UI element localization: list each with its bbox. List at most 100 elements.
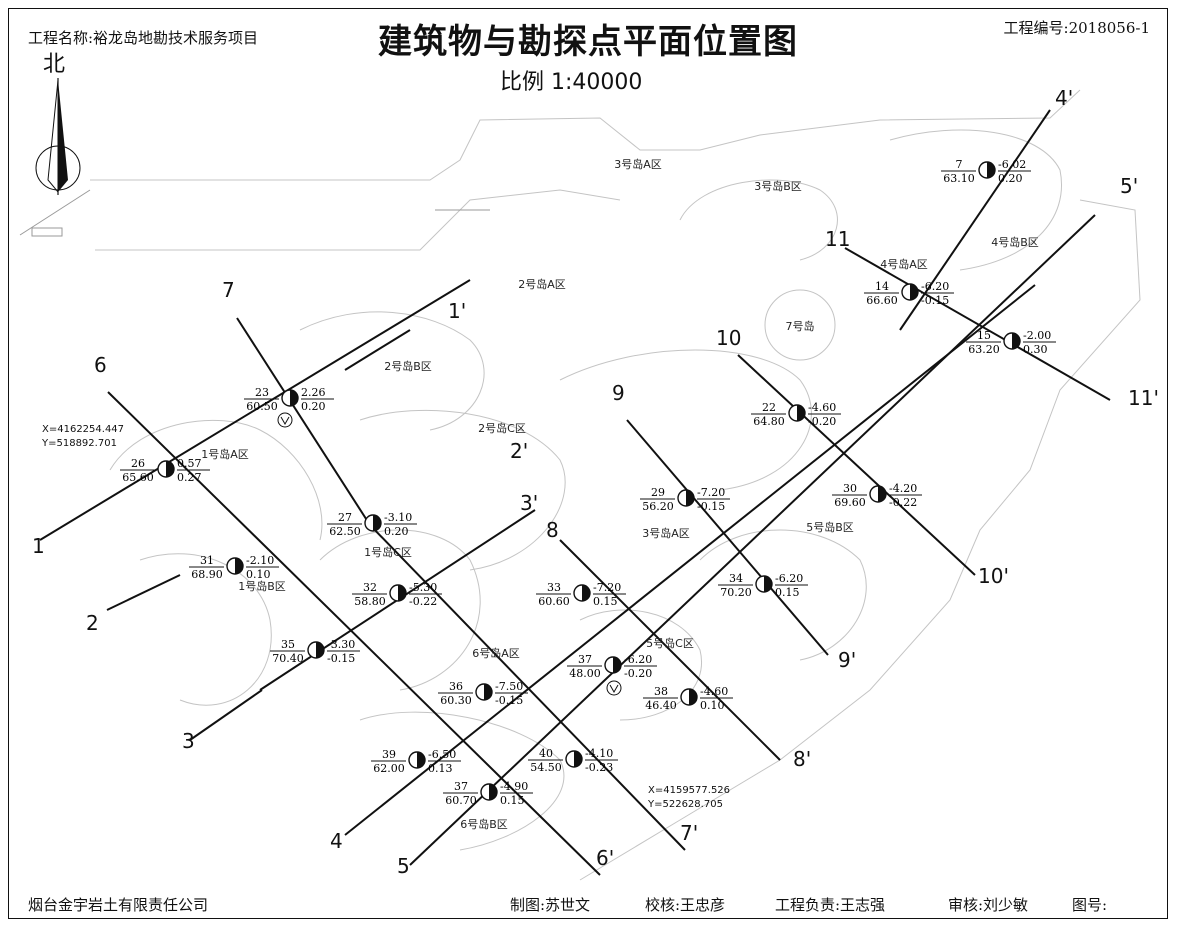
borehole-elevation: -6.50 [428,748,456,761]
borehole-fill [878,486,886,502]
borehole-fill [484,684,492,700]
borehole-id: 7 [956,158,963,171]
borehole-settlement: -0.15 [697,500,725,513]
section-label: 7' [680,821,698,845]
borehole[interactable]: 763.10 -6.020.20 [941,158,1031,185]
borehole-id: 32 [363,581,377,594]
drawing-number: 图号: [1072,896,1108,914]
borehole-fill [489,784,497,800]
borehole-settlement: -0.22 [889,496,917,509]
borehole-elevation: -7.50 [495,680,523,693]
borehole-id: 27 [338,511,352,524]
section-lines [39,109,1111,876]
borehole-elevation: 2.26 [301,386,326,399]
area-label: 4号岛B区 [991,235,1039,249]
borehole-fill [686,490,694,506]
section-label: 11 [825,227,850,251]
borehole-id: 22 [762,401,776,414]
borehole-id: 23 [255,386,269,399]
section-label: 5' [1120,174,1138,198]
area-label: 5号岛C区 [646,636,694,650]
borehole-elevation: -6.02 [998,158,1026,171]
borehole-id: 33 [547,581,561,594]
borehole-depth: 70.40 [272,652,304,665]
borehole-id: 37 [578,653,592,666]
borehole-id: 15 [977,329,991,342]
borehole-settlement: -0.23 [585,761,613,774]
section-label: 11' [1128,386,1159,410]
section-label: 1 [32,534,45,558]
area-label: 6号岛A区 [472,646,520,660]
area-label: 4号岛A区 [880,257,928,271]
drawn-by: 制图:苏世文 [510,896,591,914]
borehole-fill [235,558,243,574]
borehole-depth: 62.50 [329,525,361,538]
borehole-id: 14 [875,280,889,293]
borehole-id: 38 [654,685,668,698]
borehole-depth: 60.50 [246,400,278,413]
reviewed-by: 审核:刘少敏 [948,896,1029,914]
area-label: 6号岛B区 [460,817,508,831]
borehole-elevation: -6.20 [921,280,949,293]
borehole-depth: 56.20 [642,500,674,513]
borehole-elevation: -2.10 [246,554,274,567]
borehole-elevation: -4.90 [500,780,528,793]
borehole-fill [582,585,590,601]
borehole-settlement: 0.13 [428,762,453,775]
borehole-depth: 58.80 [354,595,386,608]
area-label: 1号岛C区 [364,545,412,559]
borehole-fill [417,752,425,768]
borehole-depth: 60.60 [538,595,570,608]
borehole-settlement: 0.10 [246,568,271,581]
section-label: 9' [838,648,856,672]
borehole-settlement: 0.15 [593,595,618,608]
borehole-depth: 48.00 [569,667,601,680]
borehole-settlement: -0.20 [624,667,652,680]
borehole-fill [290,390,298,406]
borehole-settlement: -0.22 [409,595,437,608]
section-label: 8' [793,747,811,771]
coord-x-bottom-right: X=4159577.526 [648,785,730,796]
borehole-depth: 68.90 [191,568,223,581]
borehole-depth: 70.20 [720,586,752,599]
borehole-depth: 66.60 [866,294,898,307]
coord-y-bottom-right: Y=522628.705 [647,799,723,810]
section-label: 6' [596,846,614,870]
project-name: 工程名称:裕龙岛地勘技术服务项目 [28,29,259,47]
north-label: 北 [43,52,66,77]
coordinate-labels: X=4162254.447 Y=518892.701 X=4159577.526… [41,424,730,810]
checked-by: 校核:王忠彦 [645,896,726,914]
section-label: 7 [222,278,235,302]
section-label: 6 [94,353,107,377]
borehole-depth: 63.20 [968,343,1000,356]
borehole-depth: 60.30 [440,694,472,707]
area-label: 1号岛A区 [201,447,249,461]
borehole-settlement: 0.10 [700,699,725,712]
borehole-settlement: 0.20 [301,400,326,413]
area-label: 3号岛A区 [642,526,690,540]
borehole-elevation: -4.20 [889,482,917,495]
project-number: 工程编号:2018056-1 [1003,19,1150,37]
borehole-id: 34 [729,572,743,585]
section-label: 5 [397,854,410,878]
area-label: 7号岛 [786,319,815,333]
